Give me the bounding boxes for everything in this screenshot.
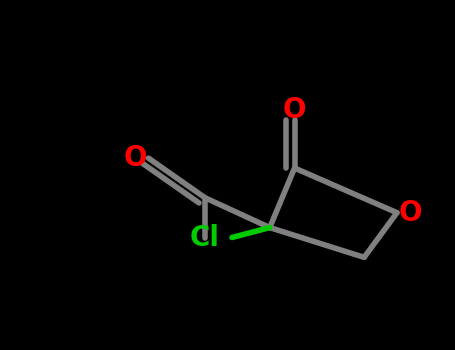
Text: O: O	[123, 144, 147, 172]
Text: O: O	[399, 199, 422, 227]
Text: O: O	[283, 96, 306, 124]
Text: Cl: Cl	[190, 224, 220, 252]
